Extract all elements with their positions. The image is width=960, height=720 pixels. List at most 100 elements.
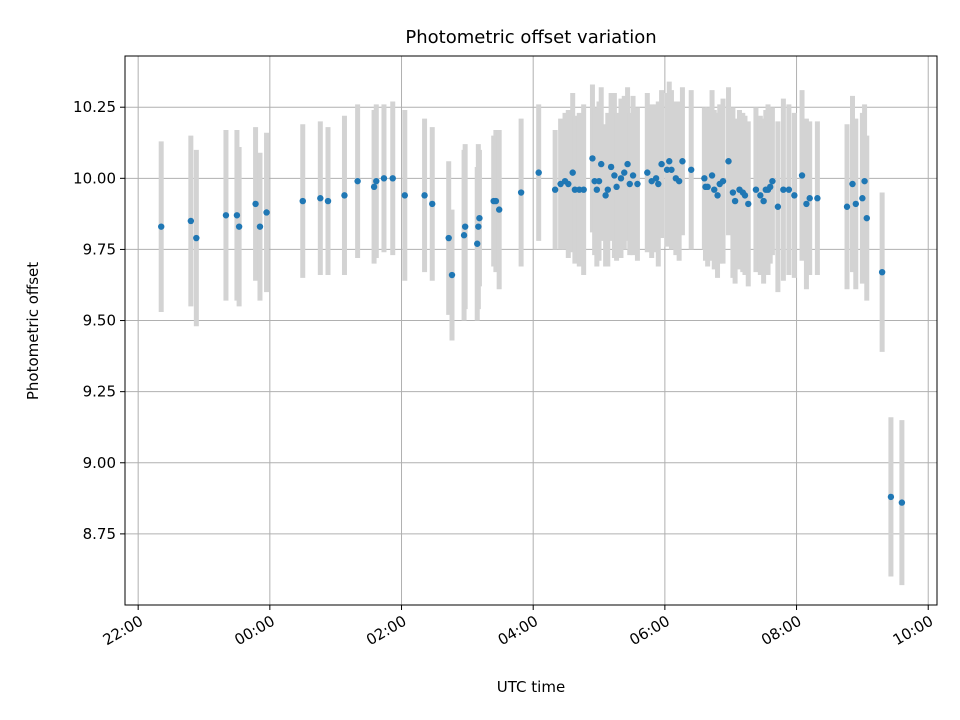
chart-title: Photometric offset variation bbox=[405, 27, 656, 48]
data-point bbox=[324, 197, 332, 205]
data-point bbox=[861, 177, 868, 185]
y-tick-label: 9.75 bbox=[83, 240, 116, 258]
data-point bbox=[785, 186, 793, 193]
data-point bbox=[256, 223, 264, 230]
data-point bbox=[460, 232, 468, 239]
data-point bbox=[448, 271, 456, 279]
data-point bbox=[598, 160, 605, 168]
data-point bbox=[629, 172, 637, 179]
data-point bbox=[774, 203, 782, 210]
data-point bbox=[235, 223, 243, 230]
data-point bbox=[666, 158, 673, 165]
data-point bbox=[803, 200, 810, 208]
data-point bbox=[644, 169, 651, 176]
data-point bbox=[263, 209, 270, 216]
data-point bbox=[495, 206, 503, 213]
data-point bbox=[401, 192, 409, 199]
y-axis-ticks: 8.75 9.00 9.25 9.50 9.75 10.00 10.25 bbox=[73, 98, 125, 543]
data-point bbox=[814, 195, 821, 202]
data-point bbox=[421, 192, 428, 199]
x-axis-label: UTC time bbox=[497, 678, 565, 696]
data-point bbox=[634, 180, 641, 188]
data-point bbox=[655, 180, 662, 188]
data-point bbox=[849, 180, 856, 188]
data-point bbox=[373, 177, 380, 185]
data-point bbox=[624, 160, 631, 168]
data-point bbox=[714, 192, 721, 199]
data-point bbox=[621, 169, 628, 176]
data-point bbox=[767, 183, 774, 191]
data-point bbox=[607, 163, 615, 171]
data-point bbox=[445, 234, 452, 242]
data-point bbox=[589, 155, 596, 162]
data-point bbox=[492, 197, 500, 205]
data-point bbox=[780, 186, 787, 193]
y-axis-label: Photometric offset bbox=[24, 262, 42, 400]
data-point bbox=[769, 177, 776, 185]
data-point bbox=[429, 200, 436, 208]
data-point bbox=[741, 192, 749, 199]
data-point bbox=[675, 177, 683, 185]
data-point bbox=[878, 268, 886, 276]
data-point bbox=[752, 186, 760, 193]
data-point bbox=[354, 177, 361, 185]
data-point bbox=[380, 175, 388, 182]
data-point bbox=[731, 197, 739, 205]
data-point bbox=[535, 169, 542, 176]
data-point bbox=[711, 186, 718, 193]
data-point bbox=[474, 240, 481, 247]
data-point bbox=[613, 183, 620, 191]
data-point bbox=[617, 175, 625, 182]
data-point bbox=[701, 175, 708, 182]
data-point bbox=[708, 172, 716, 179]
data-point bbox=[222, 212, 230, 219]
data-point bbox=[704, 183, 711, 191]
y-tick-label: 8.75 bbox=[83, 525, 116, 543]
data-point bbox=[663, 166, 671, 173]
data-point bbox=[658, 160, 665, 168]
data-point bbox=[341, 192, 348, 199]
data-point bbox=[576, 186, 583, 193]
data-point bbox=[187, 217, 195, 225]
data-point bbox=[760, 197, 767, 205]
data-point bbox=[719, 177, 727, 185]
data-point bbox=[725, 158, 732, 165]
data-point bbox=[679, 158, 686, 165]
data-point bbox=[602, 192, 609, 199]
data-point bbox=[595, 177, 603, 185]
data-point bbox=[688, 166, 695, 173]
data-points bbox=[158, 155, 906, 506]
data-point bbox=[729, 189, 737, 196]
data-point bbox=[887, 493, 895, 501]
data-point bbox=[593, 186, 601, 193]
data-point bbox=[233, 212, 241, 219]
data-point bbox=[843, 203, 851, 210]
data-point bbox=[461, 223, 469, 230]
data-point bbox=[252, 200, 259, 208]
data-point bbox=[652, 175, 660, 182]
data-point bbox=[565, 180, 572, 188]
data-point bbox=[299, 197, 306, 205]
data-point bbox=[580, 186, 587, 193]
data-point bbox=[604, 186, 612, 193]
data-point bbox=[611, 172, 618, 179]
data-point bbox=[317, 195, 324, 202]
data-point bbox=[798, 172, 806, 179]
data-point bbox=[389, 175, 396, 182]
data-point bbox=[370, 183, 378, 191]
data-point bbox=[551, 186, 559, 193]
data-point bbox=[569, 169, 576, 176]
data-point bbox=[863, 214, 870, 222]
data-point bbox=[806, 195, 813, 202]
data-point bbox=[757, 192, 764, 199]
data-point bbox=[158, 223, 165, 230]
data-point bbox=[475, 223, 482, 230]
data-point bbox=[898, 499, 906, 506]
y-tick-label: 10.25 bbox=[73, 98, 116, 116]
data-point bbox=[668, 166, 675, 173]
data-point bbox=[859, 195, 866, 202]
data-point bbox=[476, 214, 483, 222]
data-point bbox=[852, 200, 859, 208]
data-point bbox=[193, 234, 200, 242]
